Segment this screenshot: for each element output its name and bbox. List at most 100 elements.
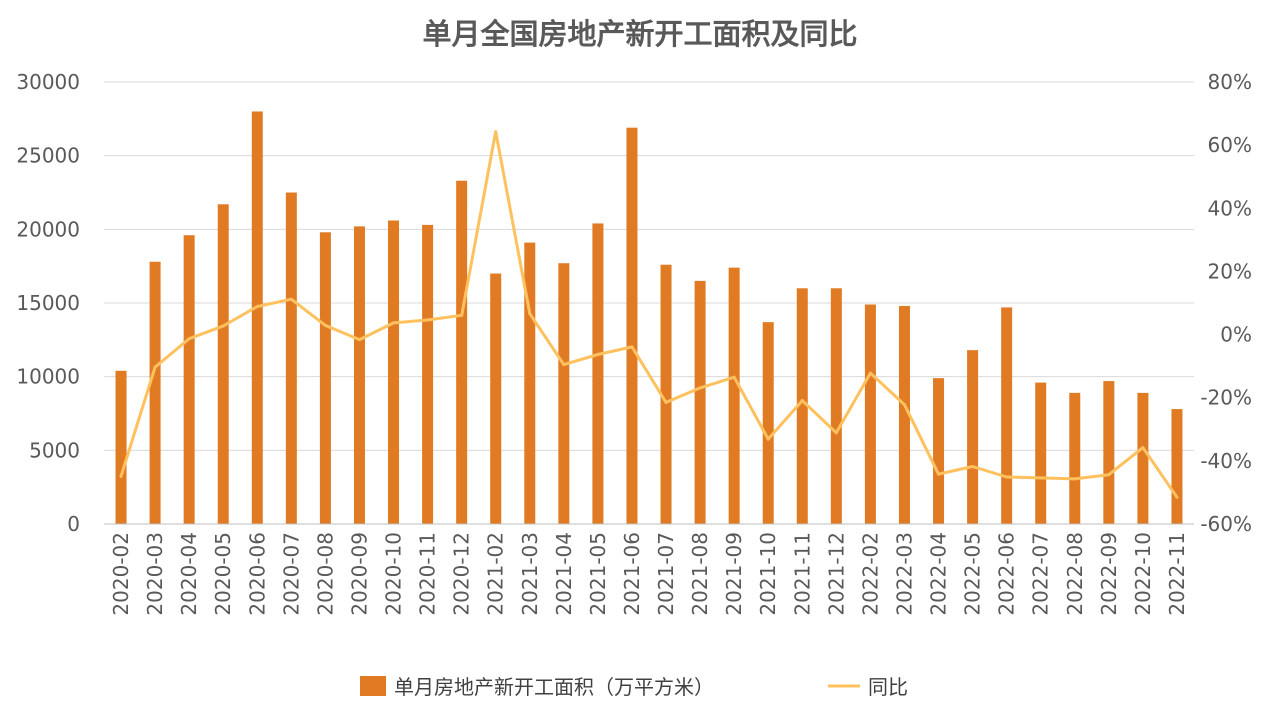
x-tick-label: 2020-12 [450,532,474,616]
x-tick-label: 2020-06 [245,532,269,616]
x-tick-label: 2020-07 [279,532,303,616]
x-tick-label: 2022-10 [1131,532,1155,616]
line-point [221,324,225,328]
y-right-tick-label: -20% [1200,386,1252,410]
bar [217,204,229,524]
legend-label-bar: 单月房地产新开工面积（万平方米） [394,675,714,699]
bar [762,322,774,524]
line-point [800,399,804,403]
line-point [1073,477,1077,481]
bar [864,304,876,524]
line-point [1141,446,1145,450]
bar [933,378,945,524]
bar [592,223,604,524]
x-tick-label: 2020-04 [177,532,201,616]
line-point [562,363,566,367]
y-left-tick-label: 10000 [16,365,80,389]
bar [1103,381,1115,524]
legend-swatch-bar [360,676,386,696]
bar [490,273,502,524]
line-point [323,323,327,327]
bar [558,263,570,524]
bar [626,127,638,524]
bar [1069,392,1081,524]
bar [251,111,263,524]
x-tick-label: 2021-04 [552,532,576,616]
line-point [255,304,259,308]
bar [149,261,161,524]
bar [1137,392,1149,524]
x-tick-label: 2022-05 [961,532,985,616]
y-right-tick-label: 20% [1208,259,1252,283]
line-point [698,386,702,390]
bar [694,280,706,524]
bar [1171,409,1183,524]
chart-title: 单月全国房地产新开工面积及同比 [422,17,857,51]
x-tick-label: 2022-04 [927,532,951,616]
y-right-tick-label: 60% [1208,133,1252,157]
bar [1001,307,1013,524]
line-point [153,365,157,369]
y-left-tick-label: 30000 [16,70,80,94]
bar-series [115,111,1183,525]
x-tick-label: 2022-09 [1097,532,1121,616]
y-right-tick-label: 40% [1208,196,1252,220]
y-left-tick-label: 5000 [29,438,80,462]
y-left-tick-label: 0 [67,512,80,536]
bar [388,220,400,524]
x-tick-label: 2022-06 [995,532,1019,616]
line-point [971,465,975,469]
x-tick-label: 2021-11 [790,532,814,616]
line-point [834,431,838,435]
line-point [1039,476,1043,480]
line-point [868,371,872,375]
x-axis: 2020-02 2020-03 2020-04 2020-05 2020-06 2020-… [104,523,1194,616]
y-right-tick-label: -60% [1200,512,1252,536]
x-tick-label: 2021-05 [586,532,610,616]
x-tick-label: 2022-11 [1165,532,1189,616]
x-tick-label: 2021-06 [620,532,644,616]
bar [353,226,365,525]
line-point [664,400,668,404]
x-tick-label: 2020-03 [143,532,167,616]
line-point [596,352,600,356]
x-tick-label: 2021-08 [688,532,712,616]
y-left-tick-label: 25000 [16,144,80,168]
yoy-line [119,130,1179,499]
y-right-tick-label: 0% [1220,323,1252,347]
x-tick-label: 2022-08 [1063,532,1087,616]
legend: 单月房地产新开工面积（万平方米） 同比 [360,675,908,699]
x-tick-label: 2020-11 [416,532,440,616]
x-tick-label: 2020-10 [382,532,406,616]
x-tick-label: 2021-07 [654,532,678,616]
line-point [732,375,736,379]
line-point [187,337,191,341]
x-tick-label: 2021-02 [484,532,508,616]
line-point [392,321,396,325]
y-right-tick-label: 80% [1208,70,1252,94]
x-tick-label: 2021-10 [756,532,780,616]
y-left-tick-label: 15000 [16,291,80,315]
line-point [289,297,293,301]
line-point [357,338,361,342]
bar [1035,382,1047,524]
bar [728,267,740,524]
line-point [119,474,123,478]
x-tick-label: 2021-03 [518,532,542,616]
y-left-tick-label: 20000 [16,217,80,241]
line-point [460,313,464,317]
bar [660,264,672,524]
x-tick-label: 2022-07 [1029,532,1053,616]
line-point [1175,495,1179,499]
bar [285,192,297,524]
bar [183,235,195,524]
x-tick-label: 2020-02 [109,532,133,616]
y-axis-left: 0 5000 10000 15000 20000 25000 30000 [16,70,80,536]
y-right-tick-label: -40% [1200,449,1252,473]
line-point [902,403,906,407]
line-point [494,130,498,134]
x-tick-label: 2020-09 [347,532,371,616]
bar [422,224,434,524]
y-axis-right: -60% -40% -20% 0% 20% 40% 60% 80% [1200,70,1252,536]
